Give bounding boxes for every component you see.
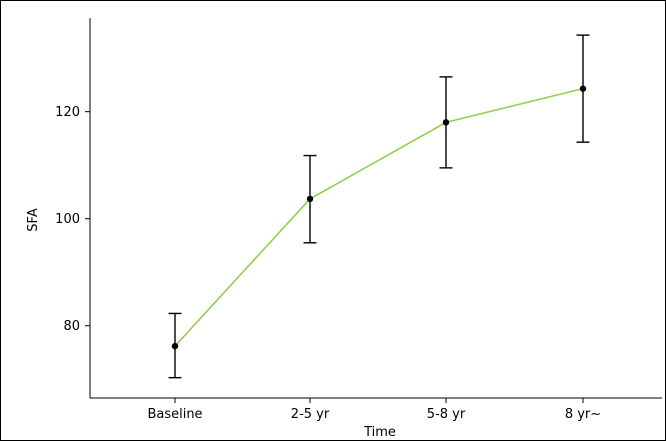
data-point: [171, 342, 179, 350]
x-tick-label: 2-5 yr: [291, 407, 330, 422]
y-ticks: 80 100 120: [55, 105, 90, 334]
x-ticks: Baseline 2-5 yr 5-8 yr 8 yr~: [147, 398, 601, 422]
x-tick-label: 5-8 yr: [427, 407, 466, 422]
y-tick-label: 120: [55, 105, 80, 120]
x-tick-label: Baseline: [147, 407, 202, 422]
data-point: [579, 85, 587, 92]
x-tick-label: 8 yr~: [565, 407, 601, 422]
y-tick-label: 80: [63, 319, 80, 334]
axes: [89, 18, 662, 399]
data-point: [306, 195, 314, 203]
y-axis-title: SFA: [26, 208, 41, 232]
y-tick-label: 100: [55, 212, 80, 227]
series-line: [174, 87, 584, 347]
x-axis-title: Time: [363, 425, 396, 440]
data-point: [442, 119, 450, 126]
plot-area: [168, 34, 590, 379]
